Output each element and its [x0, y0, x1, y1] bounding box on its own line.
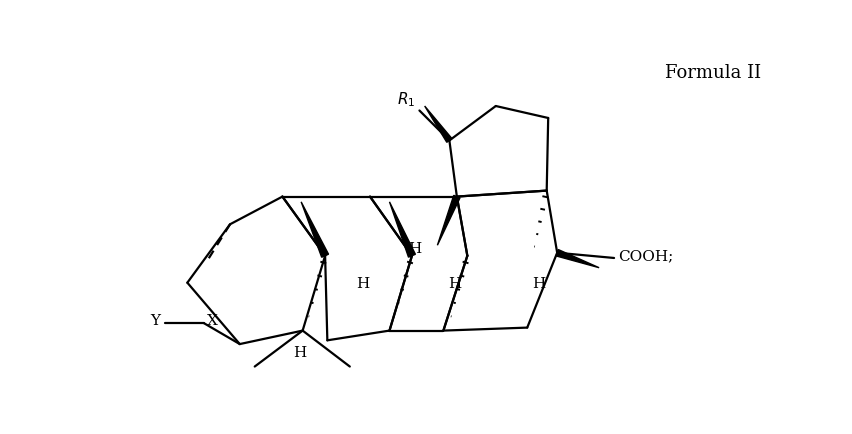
Polygon shape — [424, 107, 452, 143]
Polygon shape — [437, 196, 460, 246]
Text: H: H — [407, 242, 421, 256]
Text: Y: Y — [151, 313, 160, 327]
Text: X: X — [207, 313, 218, 327]
Polygon shape — [556, 250, 599, 268]
Text: COOH;: COOH; — [618, 248, 673, 263]
Polygon shape — [389, 202, 416, 257]
Polygon shape — [301, 202, 329, 258]
Text: H: H — [532, 276, 546, 290]
Text: H: H — [356, 276, 369, 290]
Text: H: H — [293, 345, 306, 359]
Text: Formula II: Formula II — [665, 64, 761, 82]
Text: H: H — [448, 276, 461, 290]
Text: $R_1$: $R_1$ — [397, 89, 416, 108]
